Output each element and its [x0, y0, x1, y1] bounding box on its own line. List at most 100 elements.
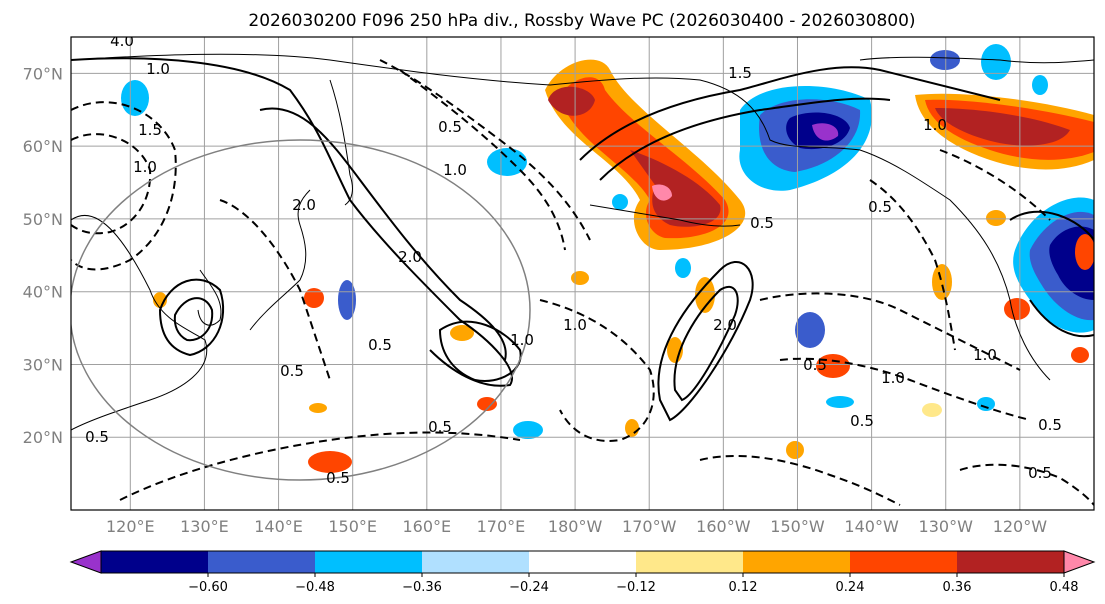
contour-label: 1.0	[563, 316, 587, 334]
map-panel: 4.0 1.0 1.5 1.0 2.0 2.0 0.5 1.0 0.5 1.0 0.5 1.0 0.5 0…	[70, 36, 1095, 511]
colorbar-tick-label: 0.48	[1050, 580, 1079, 595]
colorbar-segment	[529, 551, 637, 573]
longitude-labels: 120°E 130°E 140°E 150°E 160°E 170°E 180°W 170°W…	[106, 517, 1047, 536]
contour-pos-1	[71, 57, 513, 387]
contour-label: 0.5	[85, 428, 109, 446]
coast-japan	[249, 189, 311, 331]
colorbar-segment	[315, 551, 423, 573]
latitude-labels: 70°N 60°N 50°N 40°N 30°N 20°N	[23, 64, 63, 447]
shade-alaska-peak	[652, 184, 672, 201]
colorbar-tick-label: −0.60	[188, 580, 228, 595]
lon-label: 150°E	[328, 517, 377, 536]
shade-blob-8	[513, 421, 543, 439]
lat-label: 60°N	[23, 137, 63, 156]
lat-label: 20°N	[23, 428, 63, 447]
colorbar-segment	[208, 551, 316, 573]
shade-blob-30	[625, 419, 639, 437]
lon-label: 150°W	[770, 517, 825, 536]
shade-blob-21	[571, 271, 589, 285]
lon-label: 180°W	[548, 517, 603, 536]
coastlines	[71, 53, 1094, 431]
colorbar-tick-label: −0.12	[616, 580, 656, 595]
shade-blob-7	[477, 397, 497, 411]
colorbar-segment	[101, 551, 209, 573]
lon-label: 170°E	[477, 517, 526, 536]
shade-gulf-peak	[812, 123, 839, 141]
contours-negative	[71, 59, 1094, 506]
colorbar-tick-label: −0.48	[295, 580, 335, 595]
map-frame	[70, 36, 1095, 511]
shade-alaska-top	[548, 86, 595, 116]
contour-neg-10	[119, 431, 521, 501]
coast-northam	[859, 56, 1094, 64]
contour-neg-5	[539, 299, 655, 442]
shade-canada-inner	[935, 108, 1070, 146]
contour-pos-11	[1029, 299, 1094, 338]
reference-circle	[71, 139, 531, 481]
shade-blob-11	[1004, 298, 1030, 320]
shade-blob-2	[487, 148, 527, 176]
contour-label: 0.5	[803, 356, 827, 374]
lon-label: 130°W	[919, 517, 974, 536]
colorbar-tick-label: −0.24	[509, 580, 549, 595]
lon-label: 140°W	[844, 517, 899, 536]
contour-label: 0.5	[868, 198, 892, 216]
shade-blob-25	[1032, 75, 1048, 95]
colorbar-segment	[957, 551, 1065, 573]
colorbar-tick-label: 0.36	[943, 580, 972, 595]
contour-pos-8	[657, 260, 754, 422]
coast-aleutians	[589, 204, 741, 227]
contour-neg-4	[399, 69, 566, 251]
contour-label: 0.5	[1038, 416, 1062, 434]
contour-label: 1.0	[923, 116, 947, 134]
contour-pos-4	[173, 297, 214, 342]
shade-blob-27	[986, 210, 1006, 226]
lat-label: 40°N	[23, 283, 63, 302]
lon-label: 120°W	[993, 517, 1048, 536]
shade-blob-23	[1075, 234, 1094, 270]
contour-neg-12	[219, 199, 331, 381]
contour-label: 1.0	[146, 60, 170, 78]
figure-title: 2026030200 F096 250 hPa div., Rossby Wav…	[248, 11, 915, 31]
lon-label: 160°E	[402, 517, 451, 536]
contour-neg-1	[71, 101, 177, 271]
colorbar-segment	[422, 551, 530, 573]
contour-neg-13	[939, 149, 1051, 221]
contour-neg-8	[869, 179, 956, 351]
lat-label: 70°N	[23, 64, 63, 83]
colorbar-tick-label: −0.36	[402, 580, 442, 595]
colorbar-segment	[850, 551, 958, 573]
contour-neg-7	[779, 357, 1031, 421]
shade-blob-5	[308, 451, 352, 473]
gridlines	[71, 37, 1094, 510]
shade-blob-26	[612, 194, 628, 210]
contour-label: 0.5	[1028, 464, 1052, 482]
shade-blob-19	[786, 441, 804, 459]
contour-neg-9	[959, 463, 1094, 506]
contour-pos-10	[1009, 210, 1094, 241]
shade-blob-1	[121, 80, 149, 116]
lon-label: 140°E	[254, 517, 303, 536]
shade-blob-4	[304, 288, 324, 308]
contour-neg-6	[759, 292, 1021, 371]
shade-blob-28	[977, 397, 995, 411]
contour-pos-7	[599, 97, 891, 181]
contour-pos-5	[438, 320, 522, 382]
shade-blob-12	[932, 264, 952, 300]
colorbar: −0.60 −0.48 −0.36 −0.24 −0.12 0.12 0.24 0.36 0.4…	[69, 550, 1096, 595]
shade-blob-3	[338, 280, 356, 320]
contour-label: 0.5	[428, 418, 452, 436]
lat-label: 50°N	[23, 210, 63, 229]
contour-label: 1.5	[138, 121, 162, 139]
colorbar-segment	[636, 551, 744, 573]
contour-label: 1.0	[881, 369, 905, 387]
contour-pos-2	[259, 107, 507, 361]
contour-label: 1.0	[510, 331, 534, 349]
colorbar-extend-high	[1063, 550, 1096, 574]
colorbar-extend-low	[69, 550, 102, 574]
contours-positive	[71, 57, 1094, 422]
contour-pos-9	[673, 285, 739, 402]
coast-siberia	[71, 53, 551, 86]
contour-pos-3	[158, 278, 225, 357]
